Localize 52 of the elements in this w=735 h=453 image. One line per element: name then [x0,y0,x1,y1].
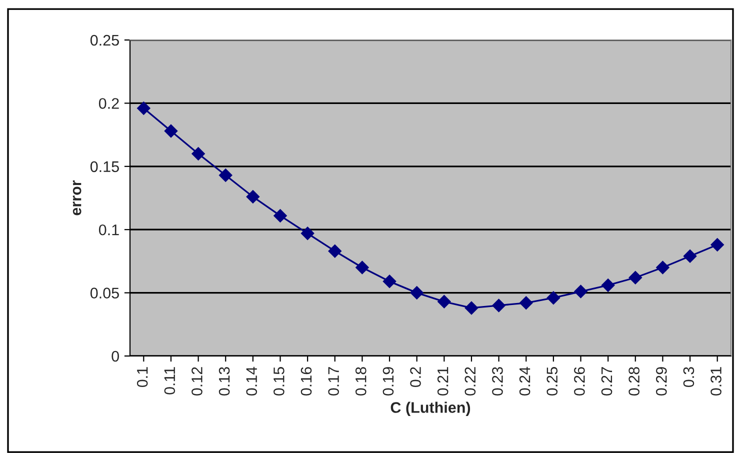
x-tick-label: 0.22 [464,367,476,396]
x-tick-label: 0.3 [683,367,694,388]
x-tick-label: 0.19 [382,367,394,396]
point [601,278,615,292]
point [464,301,478,315]
x-tick-label: 0.13 [218,367,230,396]
x-tick-label: 0.15 [274,367,284,396]
x-tick-label: 0.17 [328,367,339,396]
x-tick-label: 0.16 [300,367,312,396]
x-tick-label: 0.28 [628,367,640,396]
point [274,209,287,222]
x-tick-label: 0.23 [492,367,503,396]
x-tick-label: 0.18 [355,367,366,396]
point [628,271,642,284]
point [574,284,588,298]
point [656,260,670,274]
x-tick-label: 0.26 [574,367,585,396]
x-tick-label: 0.27 [601,367,612,396]
x-tick-label: 0.25 [546,367,558,396]
point [438,295,451,308]
x-axis-title: C (Luthien) [390,402,470,416]
point [492,298,506,312]
y-tick-label: 0.25 [90,34,119,46]
y-tick-label: 0.1 [98,224,119,236]
x-tick-label: 0.29 [656,367,667,396]
point [192,147,205,160]
x-tick-label: 0.14 [246,366,258,396]
point [219,168,232,182]
point [356,260,369,274]
x-tick-label: 0.1 [136,367,148,388]
x-tick-label: 0.12 [192,367,202,396]
x-tick-label: 0.21 [437,367,448,396]
point [710,238,724,252]
point [300,226,314,240]
point [328,244,342,258]
x-tick-label: 0.24 [519,366,530,396]
y-tick-label: 0.05 [90,288,119,298]
point [246,190,260,204]
point [164,124,178,138]
point [410,286,424,300]
y-tick-label: 0 [112,350,119,362]
point [382,274,396,288]
point [137,102,150,115]
x-tick-label: 0.11 [164,367,176,394]
point [520,296,533,310]
y-axis-title: error [72,180,82,216]
point [683,250,697,263]
point [546,291,560,304]
x-tick-label: 0.2 [410,367,421,388]
x-tick-label: 0.31 [710,367,722,396]
y-tick-label: 0.15 [90,161,119,172]
y-tick-label: 0.2 [98,98,119,109]
